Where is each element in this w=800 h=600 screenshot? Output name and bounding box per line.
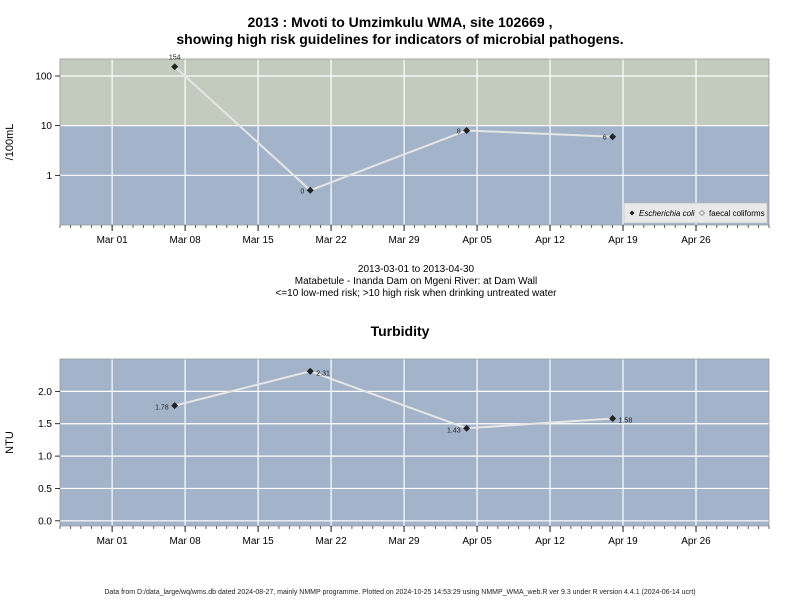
data-label: 154 <box>169 55 181 62</box>
x-tick-label: Mar 22 <box>316 536 348 547</box>
data-label: 0 <box>300 188 304 195</box>
data-point-marker <box>171 402 179 410</box>
data-point-marker <box>463 424 471 432</box>
chart-panel-2: 0.0 0.5 1.0 1.5 2.0 Mar 01 Mar 08 Mar 15 Mar 22 M… <box>4 358 770 547</box>
footer-note: Data from D:/data_large/wq/wms.db dated … <box>104 589 696 596</box>
x-tick-label: Mar 08 <box>170 536 202 547</box>
data-label: 2.31 <box>316 370 330 377</box>
legend-marker-faecal <box>699 210 705 216</box>
y-tick-label: 0.5 <box>38 484 52 495</box>
x-tick-label: Apr 19 <box>608 235 638 246</box>
x-tick-label: Mar 22 <box>316 235 348 246</box>
data-point-marker <box>306 367 314 375</box>
x-tick-label: Mar 15 <box>243 235 275 246</box>
data-label: 1.78 <box>155 405 169 412</box>
data-point-marker <box>609 133 617 141</box>
plot-background <box>60 359 769 526</box>
legend-box <box>623 202 768 224</box>
x-tick-label: Apr 12 <box>535 235 565 246</box>
y-tick-label: 100 <box>35 72 52 83</box>
x-tick-label: Mar 29 <box>389 235 421 246</box>
y-tick-label: 1 <box>46 171 52 182</box>
series-line <box>174 370 613 430</box>
data-label: 1.43 <box>447 427 461 434</box>
x-tick-label: Apr 19 <box>608 536 638 547</box>
legend-marker-ecoli <box>629 210 635 216</box>
legend-label-faecal: faecal coliforms <box>709 209 765 218</box>
x-tick-label: Mar 01 <box>97 536 129 547</box>
legend: Escherichia coli faecal coliforms <box>623 202 768 224</box>
turbidity-title: Turbidity <box>370 323 430 339</box>
legend-label-ecoli: Escherichia coli <box>639 209 695 218</box>
chart-title-line1: 2013 : Mvoti to Umzimkulu WMA, site 1026… <box>247 14 553 30</box>
y-tick-label: 10 <box>41 121 53 132</box>
x-tick-label: Mar 15 <box>243 536 275 547</box>
date-range-subtitle: 2013-03-01 to 2013-04-30 <box>357 264 475 275</box>
series-line <box>174 65 613 192</box>
data-label: 1.58 <box>619 418 633 425</box>
data-point-marker <box>171 63 179 71</box>
y-axis-label: /100mL <box>4 124 16 161</box>
site-subtitle: Matabetule - Inanda Dam on Mgeni River: … <box>294 276 538 287</box>
x-tick-label: Mar 29 <box>389 536 421 547</box>
y-tick-label: 1.0 <box>38 452 52 463</box>
x-tick-label: Mar 01 <box>97 235 129 246</box>
x-tick-label: Apr 26 <box>681 536 711 547</box>
y-axis-label: NTU <box>4 431 16 454</box>
data-point-marker <box>609 415 617 423</box>
data-point-marker <box>463 126 471 134</box>
chart-title-line2: showing high risk guidelines for indicat… <box>176 31 624 47</box>
y-tick-label: 2.0 <box>38 387 52 398</box>
x-tick-label: Apr 26 <box>681 235 711 246</box>
x-tick-label: Apr 05 <box>462 536 492 547</box>
data-point-marker <box>306 186 314 194</box>
risk-note-subtitle: <=10 low-med risk; >10 high risk when dr… <box>275 288 557 299</box>
data-label: 6 <box>603 135 607 142</box>
data-label: 8 <box>457 128 461 135</box>
y-tick-label: 1.5 <box>38 419 52 430</box>
y-tick-label: 0.0 <box>38 516 52 527</box>
x-tick-label: Apr 12 <box>535 536 565 547</box>
chart-panel-1: 1 10 100 Mar 01 Mar 08 Mar 15 Mar 22 Mar 29 Apr … <box>4 55 770 246</box>
high-risk-band <box>60 59 769 126</box>
x-tick-label: Mar 08 <box>170 235 202 246</box>
x-tick-label: Apr 05 <box>462 235 492 246</box>
